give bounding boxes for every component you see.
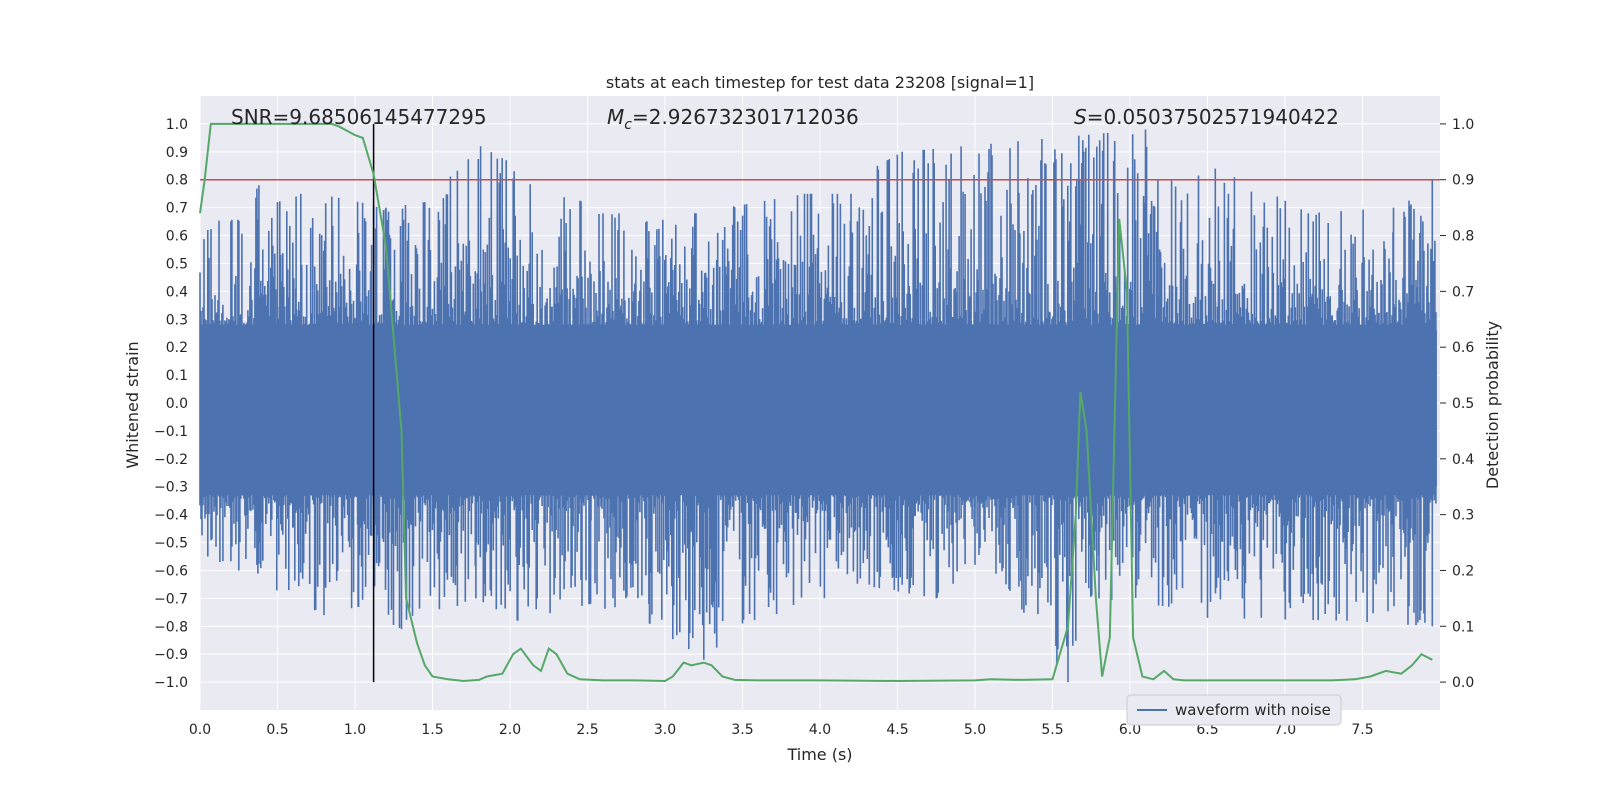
snr-annotation: SNR=9.68506145477295: [231, 105, 487, 129]
y-tick-label: 0.5: [166, 256, 188, 272]
x-tick-label: 3.5: [731, 722, 753, 738]
y-tick-label: 1.0: [166, 117, 188, 133]
y2-tick-label: 0.2: [1452, 563, 1474, 579]
x-tick-label: 2.0: [499, 722, 521, 738]
y-tick-label: 0.8: [166, 173, 188, 189]
y2-tick-label: 0.0: [1452, 675, 1474, 691]
x-tick-label: 0.0: [189, 722, 211, 738]
mc-subscript: c: [624, 117, 632, 133]
y-axis-ticks: 1.0 0.9 0.8 0.7 0.6 0.5 0.4 0.3 0.2 0.1 0.0 −0.1 −0.…: [154, 117, 188, 691]
legend-label: waveform with noise: [1175, 701, 1331, 719]
legend: waveform with noise: [1126, 694, 1342, 726]
s-symbol: S: [1074, 105, 1087, 129]
y-tick-label: 0.9: [166, 145, 188, 161]
y2-tick-label: 0.9: [1452, 173, 1474, 189]
y-tick-label: −0.8: [154, 619, 188, 635]
x-tick-label: 4.0: [809, 722, 831, 738]
y-tick-label: 0.0: [166, 396, 188, 412]
x-axis-label: Time (s): [786, 745, 852, 764]
x-tick-label: 1.5: [421, 722, 443, 738]
y2-axis-label: Detection probability: [1483, 321, 1502, 489]
y-tick-label: −0.4: [154, 508, 188, 524]
y2-tick-label: 0.7: [1452, 284, 1474, 300]
y-tick-label: −0.2: [154, 452, 188, 468]
y-tick-label: 0.4: [166, 284, 188, 300]
y2-tick-label: 0.3: [1452, 508, 1474, 524]
x-tick-label: 4.5: [886, 722, 908, 738]
y-tick-label: 0.3: [166, 312, 188, 328]
x-tick-label: 3.0: [654, 722, 676, 738]
y-tick-label: −0.3: [154, 480, 188, 496]
chirp-mass-annotation: Mc=2.926732301712036: [607, 105, 859, 133]
x-tick-label: 5.0: [964, 722, 986, 738]
waveform-core: [200, 330, 1437, 487]
y-tick-label: 0.6: [166, 229, 188, 245]
probability-line: [199, 122, 1433, 683]
y-tick-label: −0.7: [154, 591, 188, 607]
mc-symbol: M: [607, 105, 624, 129]
y-tick-label: 0.2: [166, 340, 188, 356]
legend-box: [1126, 694, 1342, 726]
y-tick-label: 0.7: [166, 201, 188, 217]
y-tick-label: −0.5: [154, 536, 188, 552]
y-axis-label: Whitened strain: [123, 341, 142, 468]
x-tick-label: 7.5: [1351, 722, 1373, 738]
s-annotation: S=0.05037502571940422: [1074, 105, 1339, 129]
x-tick-label: 7.0: [1274, 722, 1296, 738]
y2-tick-label: 0.6: [1452, 340, 1474, 356]
y-tick-label: −0.1: [154, 424, 188, 440]
y2-axis-ticks: 1.0 0.9 0.8 0.7 0.6 0.5 0.4 0.3 0.2 0.1 0.0: [1440, 117, 1474, 691]
y2-tick-label: 0.4: [1452, 452, 1474, 468]
y2-tick-label: 1.0: [1452, 117, 1474, 133]
x-tick-label: 0.5: [266, 722, 288, 738]
chart-title: stats at each timestep for test data 232…: [606, 73, 1034, 92]
x-tick-label: 5.5: [1041, 722, 1063, 738]
x-axis-ticks: 0.0 0.5 1.0 1.5 2.0 2.5 3.0 3.5 4.0 4.5 5.0 5.5 6.0 6…: [189, 722, 1374, 738]
y2-tick-label: 0.8: [1452, 229, 1474, 245]
waveform-series: [199, 129, 1437, 683]
x-tick-label: 1.0: [344, 722, 366, 738]
x-tick-label: 6.0: [1119, 722, 1141, 738]
y2-tick-label: 0.1: [1452, 619, 1474, 635]
y-tick-label: −1.0: [154, 675, 188, 691]
x-tick-label: 2.5: [576, 722, 598, 738]
y-tick-label: 0.1: [166, 368, 188, 384]
mc-value: =2.926732301712036: [632, 105, 859, 129]
x-tick-label: 6.5: [1196, 722, 1218, 738]
s-value: =0.05037502571940422: [1087, 105, 1339, 129]
y-tick-label: −0.9: [154, 647, 188, 663]
y-tick-label: −0.6: [154, 563, 188, 579]
y2-tick-label: 0.5: [1452, 396, 1474, 412]
